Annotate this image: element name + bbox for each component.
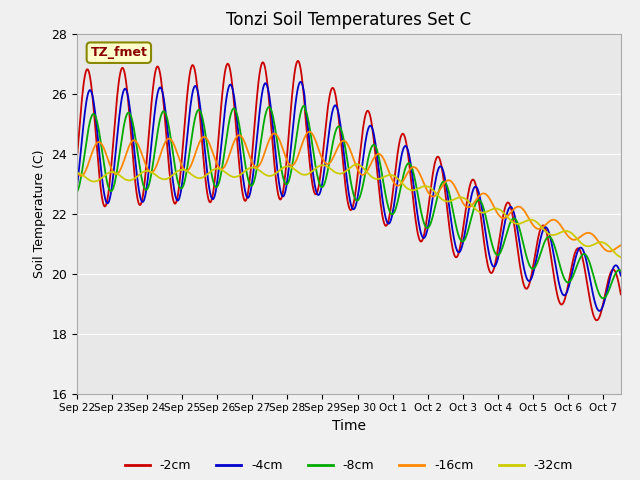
Text: TZ_fmet: TZ_fmet — [90, 46, 147, 59]
Legend: -2cm, -4cm, -8cm, -16cm, -32cm: -2cm, -4cm, -8cm, -16cm, -32cm — [120, 455, 578, 477]
Title: Tonzi Soil Temperatures Set C: Tonzi Soil Temperatures Set C — [226, 11, 472, 29]
X-axis label: Time: Time — [332, 419, 366, 433]
Y-axis label: Soil Temperature (C): Soil Temperature (C) — [33, 149, 45, 278]
